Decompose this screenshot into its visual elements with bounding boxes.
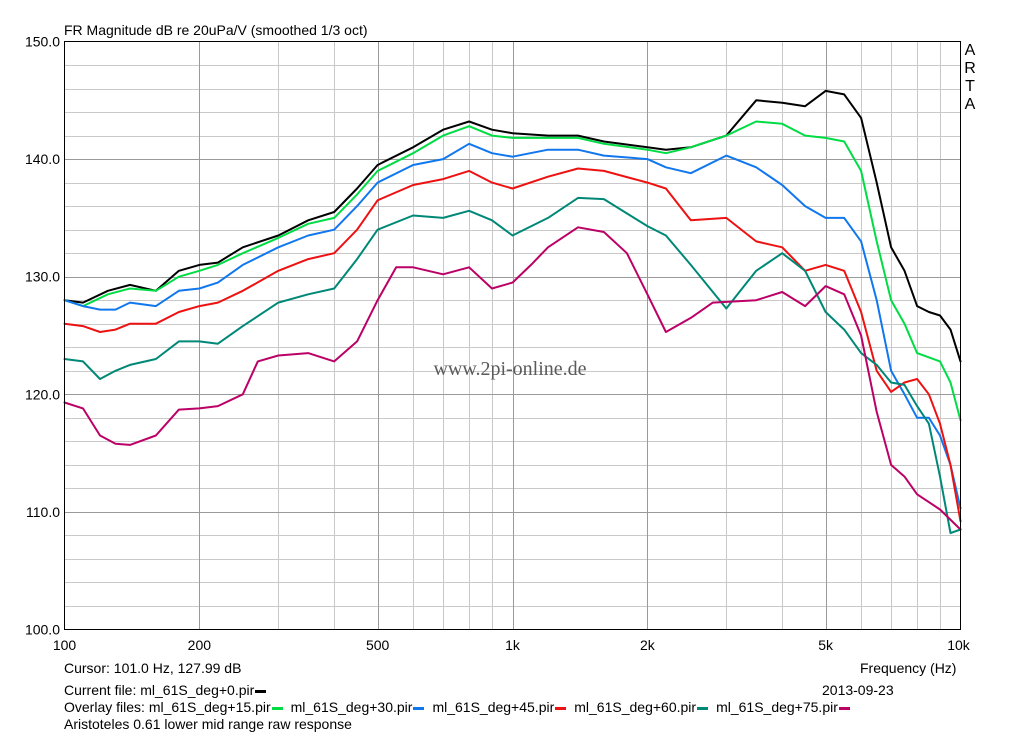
overlay-file: ml_61S_deg+60.pir <box>574 699 709 715</box>
brand-letter: A <box>964 42 976 59</box>
y-tick-label: 100.0 <box>25 622 60 638</box>
series-lines <box>63 89 962 535</box>
current-file: Current file: ml_61S_deg+0.pir <box>64 682 267 698</box>
y-axis-labels: 100.0 110.0 120.0 130.0 140.0 150.0 <box>25 34 60 638</box>
current-file-label: Current file: ml_61S_deg+0.pir <box>64 682 255 698</box>
chart-title: FR Magnitude dB re 20uPa/V (smoothed 1/3… <box>64 22 368 38</box>
legend-swatch-red <box>555 706 567 710</box>
x-tick-label: 1k <box>505 637 521 653</box>
brand-letter: T <box>965 78 975 95</box>
overlay-prefix: Overlay files: <box>64 699 145 715</box>
x-axis-title: Frequency (Hz) <box>860 660 957 676</box>
overlay-file-name: ml_61S_deg+75.pir <box>716 699 838 715</box>
series-line-4 <box>63 196 962 535</box>
legend-swatch-green <box>271 706 283 710</box>
y-tick-label: 130.0 <box>25 269 60 285</box>
series-line-0 <box>63 89 962 363</box>
overlay-file-name: ml_61S_deg+45.pir <box>432 699 555 715</box>
brand-letter: R <box>964 60 976 77</box>
major-grid <box>64 41 961 630</box>
legend-swatch-magenta <box>838 706 850 710</box>
overlay-file-name: ml_61S_deg+15.pir <box>148 699 271 715</box>
cursor-readout: Cursor: 101.0 Hz, 127.99 dB <box>64 660 242 676</box>
x-tick-label: 100 <box>53 637 77 653</box>
legend-swatch-blue <box>413 706 425 710</box>
x-tick-label: 500 <box>366 637 390 653</box>
overlay-file-name: ml_61S_deg+30.pir <box>290 699 413 715</box>
overlay-file: ml_61S_deg+75.pir <box>716 699 850 715</box>
y-tick-label: 110.0 <box>26 504 60 520</box>
y-tick-label: 120.0 <box>25 386 60 402</box>
x-axis-labels: 100 200 500 1k 2k 5k 10k <box>53 637 971 653</box>
watermark-text: www.2pi-online.de <box>433 358 586 380</box>
series-line-5 <box>63 226 962 531</box>
overlay-file-name: ml_61S_deg+60.pir <box>574 699 697 715</box>
plot-frame <box>64 41 961 630</box>
legend-swatch-black <box>255 689 267 693</box>
arta-brand: A R T A <box>962 42 978 114</box>
brand-letter: A <box>964 96 976 113</box>
overlay-file: ml_61S_deg+15.pir <box>149 699 283 715</box>
series-line-2 <box>63 142 962 510</box>
x-tick-label: 5k <box>818 637 834 653</box>
y-tick-label: 140.0 <box>25 151 60 167</box>
description: Aristoteles 0.61 lower mid range raw res… <box>64 716 352 732</box>
x-tick-label: 10k <box>947 637 971 653</box>
overlay-files: Overlay files: ml_61S_deg+15.pir ml_61S_d… <box>64 699 858 715</box>
x-tick-label: 2k <box>640 637 656 653</box>
x-tick-label: 200 <box>188 637 212 653</box>
series-line-1 <box>63 120 962 422</box>
overlay-file: ml_61S_deg+30.pir <box>291 699 425 715</box>
overlay-file: ml_61S_deg+45.pir <box>432 699 567 715</box>
y-tick-label: 150.0 <box>25 34 60 50</box>
series-line-3 <box>63 167 962 523</box>
measurement-date: 2013-09-23 <box>822 682 894 698</box>
legend-swatch-teal <box>697 706 709 710</box>
